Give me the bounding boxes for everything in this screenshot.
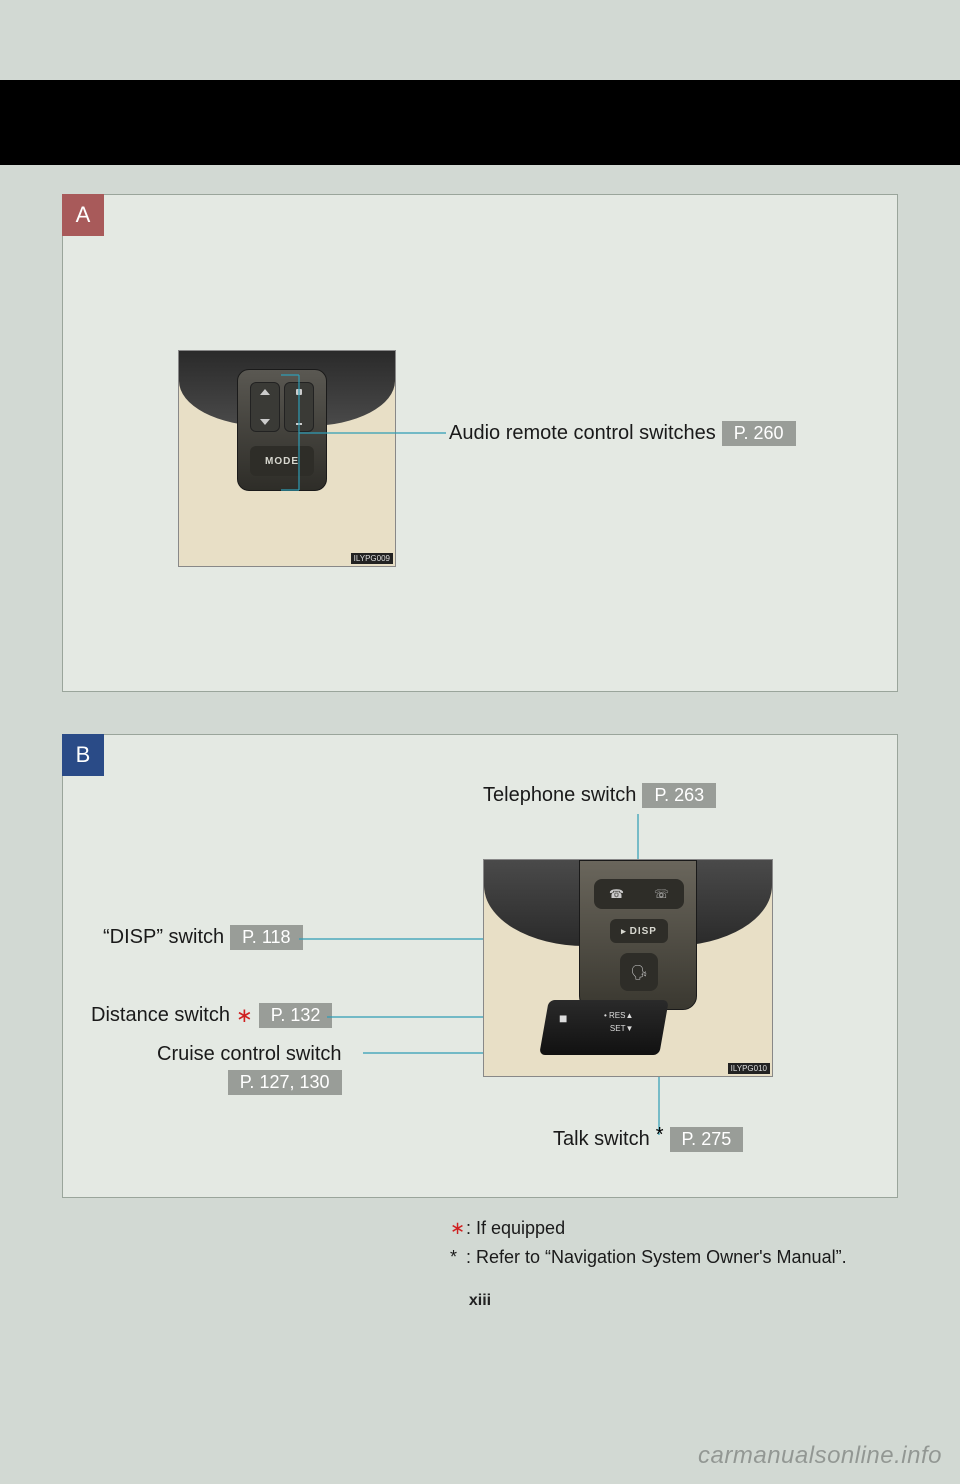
callout-telephone: Telephone switch P. 263 <box>483 783 716 808</box>
footnotes: ∗ : If equipped * : Refer to “Navigation… <box>450 1214 847 1272</box>
watermark: carmanualsonline.info <box>698 1442 942 1470</box>
image-ref-b: ILYPG010 <box>728 1063 770 1074</box>
asterisk-black-icon: * <box>656 1124 664 1147</box>
callout-telephone-label: Telephone switch <box>483 784 636 807</box>
page-number: xiii <box>0 1292 960 1310</box>
page-ref-talk: P. 275 <box>670 1127 744 1152</box>
distance-indicator: ■ <box>559 1010 567 1026</box>
callout-distance: Distance switch ∗ P. 132 <box>91 1003 332 1028</box>
page-ref-distance: P. 132 <box>259 1003 333 1028</box>
header-black-band <box>0 80 960 165</box>
callout-cruise: Cruise control switch P. 127, 130 <box>157 1043 342 1095</box>
callout-audio-label: Audio remote control switches <box>449 422 716 445</box>
footnote-nav-manual: * : Refer to “Navigation System Owner's … <box>450 1243 847 1272</box>
phone-pickup-icon: ☎ <box>609 887 624 901</box>
callout-disp: “DISP” switch P. 118 <box>103 925 303 950</box>
callout-cruise-label: Cruise control switch <box>157 1043 342 1066</box>
switch-cluster-b: ☎ ☏ DISP 🗣 <box>579 860 697 1010</box>
telephone-button-graphic: ☎ ☏ <box>594 879 684 909</box>
mode-button: MODE <box>250 446 314 476</box>
cruise-stalk-labels: • RES▲ SET▼ <box>604 1010 633 1036</box>
callout-distance-label: Distance switch <box>91 1004 230 1027</box>
asterisk-black-icon: * <box>450 1243 466 1272</box>
footnote-if-equipped-text: : If equipped <box>466 1214 565 1243</box>
page-ref-disp: P. 118 <box>230 925 302 950</box>
section-badge-a: A <box>62 194 104 236</box>
callout-talk-label: Talk switch <box>553 1128 650 1151</box>
image-ref-a: ILYPG009 <box>351 553 393 564</box>
audio-button-cluster: MODE <box>237 369 327 491</box>
steering-image-b: ☎ ☏ DISP 🗣 ■ • RES▲ SET▼ ILYPG010 <box>483 859 773 1077</box>
phone-hangup-icon: ☏ <box>654 887 669 901</box>
page-ref-audio: P. 260 <box>722 421 796 446</box>
steering-image-a: MODE ILYPG009 <box>178 350 396 567</box>
panel-b: B Telephone switch P. 263 “DISP” switch … <box>62 734 898 1198</box>
callout-talk: Talk switch * P. 275 <box>553 1127 743 1152</box>
page-ref-cruise: P. 127, 130 <box>228 1070 342 1095</box>
talk-button-graphic: 🗣 <box>620 953 658 991</box>
volume-rocker <box>250 382 280 432</box>
footnote-if-equipped: ∗ : If equipped <box>450 1214 847 1243</box>
disp-button-graphic: DISP <box>610 919 668 943</box>
panel-a: A MODE ILYPG009 Audio remote control swi… <box>62 194 898 692</box>
section-badge-b: B <box>62 734 104 776</box>
callout-disp-label: “DISP” switch <box>103 926 224 949</box>
seek-rocker <box>284 382 314 432</box>
asterisk-red-icon: ∗ <box>450 1214 466 1243</box>
page-ref-telephone: P. 263 <box>642 783 716 808</box>
asterisk-red-icon: ∗ <box>236 1003 253 1028</box>
footnote-nav-manual-text: : Refer to “Navigation System Owner's Ma… <box>466 1243 847 1272</box>
callout-audio: Audio remote control switches P. 260 <box>449 421 796 446</box>
